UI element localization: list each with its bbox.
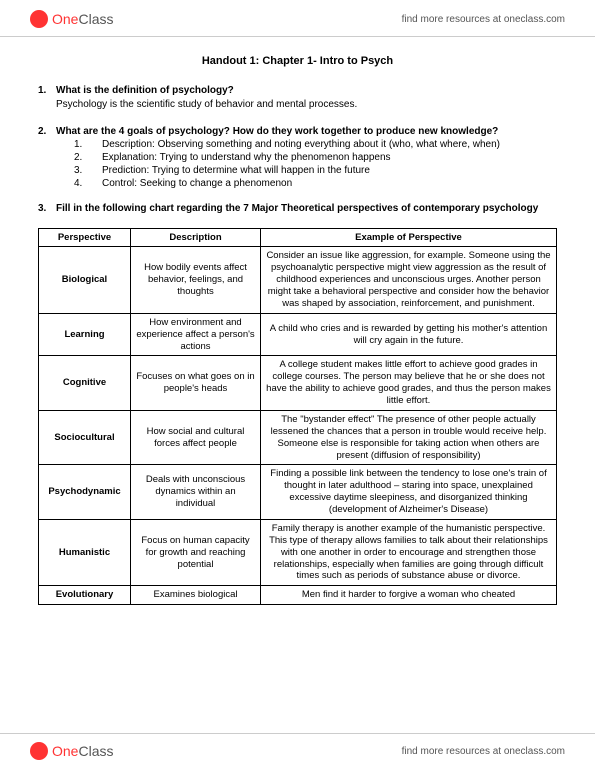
cell-example: Consider an issue like aggression, for e…: [261, 247, 557, 313]
table-row: Biological How bodily events affect beha…: [39, 247, 557, 313]
goal-item: 3.Prediction: Trying to determine what w…: [74, 165, 557, 176]
goal-text: Explanation: Trying to understand why th…: [102, 152, 391, 163]
goal-num: 4.: [74, 178, 102, 189]
logo-text: OneClass: [52, 11, 113, 27]
table-row: Learning How environment and experience …: [39, 313, 557, 356]
goal-num: 1.: [74, 139, 102, 150]
th-perspective: Perspective: [39, 228, 131, 247]
footer-logo: OneClass: [30, 742, 113, 760]
cell-perspective: Psychodynamic: [39, 465, 131, 520]
goal-item: 4.Control: Seeking to change a phenomeno…: [74, 178, 557, 189]
cell-example: Family therapy is another example of the…: [261, 519, 557, 585]
goal-text: Control: Seeking to change a phenomenon: [102, 178, 292, 189]
cell-perspective: Evolutionary: [39, 586, 131, 605]
cell-description: Examines biological: [131, 586, 261, 605]
logo-icon: [30, 742, 48, 760]
q2-num: 2.: [38, 126, 56, 137]
cell-example: A child who cries and is rewarded by get…: [261, 313, 557, 356]
goal-item: 2.Explanation: Trying to understand why …: [74, 152, 557, 163]
cell-description: Deals with unconscious dynamics within a…: [131, 465, 261, 520]
header-bar: OneClass find more resources at oneclass…: [0, 0, 595, 37]
table-row: Cognitive Focuses on what goes on in peo…: [39, 356, 557, 411]
perspectives-table: Perspective Description Example of Persp…: [38, 228, 557, 606]
footer-logo-text: OneClass: [52, 743, 113, 759]
cell-description: How social and cultural forces affect pe…: [131, 410, 261, 465]
footer-resources-link[interactable]: find more resources at oneclass.com: [402, 746, 565, 757]
goal-text: Prediction: Trying to determine what wil…: [102, 165, 370, 176]
cell-perspective: Biological: [39, 247, 131, 313]
logo: OneClass: [30, 10, 113, 28]
goals-list: 1.Description: Observing something and n…: [38, 139, 557, 189]
cell-description: How bodily events affect behavior, feeli…: [131, 247, 261, 313]
q1-heading-text: What is the definition of psychology?: [56, 85, 234, 96]
table-row: Sociocultural How social and cultural fo…: [39, 410, 557, 465]
cell-perspective: Cognitive: [39, 356, 131, 411]
logo-one: One: [52, 11, 78, 27]
goal-num: 2.: [74, 152, 102, 163]
table-row: Evolutionary Examines biological Men fin…: [39, 586, 557, 605]
th-example: Example of Perspective: [261, 228, 557, 247]
cell-perspective: Learning: [39, 313, 131, 356]
q1-num: 1.: [38, 85, 56, 96]
q1-body: Psychology is the scientific study of be…: [38, 98, 557, 112]
cell-description: Focuses on what goes on in people's head…: [131, 356, 261, 411]
q3-heading: 3.Fill in the following chart regarding …: [38, 203, 557, 214]
cell-description: How environment and experience affect a …: [131, 313, 261, 356]
cell-perspective: Sociocultural: [39, 410, 131, 465]
th-description: Description: [131, 228, 261, 247]
goal-item: 1.Description: Observing something and n…: [74, 139, 557, 150]
document-content: Handout 1: Chapter 1- Intro to Psych 1.W…: [0, 37, 595, 605]
document-title: Handout 1: Chapter 1- Intro to Psych: [38, 55, 557, 67]
cell-example: Finding a possible link between the tend…: [261, 465, 557, 520]
cell-example: A college student makes little effort to…: [261, 356, 557, 411]
cell-example: Men find it harder to forgive a woman wh…: [261, 586, 557, 605]
cell-description: Focus on human capacity for growth and r…: [131, 519, 261, 585]
footer-bar: OneClass find more resources at oneclass…: [0, 733, 595, 770]
goal-num: 3.: [74, 165, 102, 176]
goal-text: Description: Observing something and not…: [102, 139, 500, 150]
question-2: 2.What are the 4 goals of psychology? Ho…: [38, 126, 557, 189]
logo-icon: [30, 10, 48, 28]
q1-heading: 1.What is the definition of psychology?: [38, 85, 557, 96]
table-row: Humanistic Focus on human capacity for g…: [39, 519, 557, 585]
question-3: 3.Fill in the following chart regarding …: [38, 203, 557, 214]
cell-perspective: Humanistic: [39, 519, 131, 585]
logo-class: Class: [78, 743, 113, 759]
table-row: Psychodynamic Deals with unconscious dyn…: [39, 465, 557, 520]
logo-one: One: [52, 743, 78, 759]
q2-heading-text: What are the 4 goals of psychology? How …: [56, 126, 498, 137]
table-header-row: Perspective Description Example of Persp…: [39, 228, 557, 247]
resources-link[interactable]: find more resources at oneclass.com: [402, 14, 565, 25]
q3-heading-text: Fill in the following chart regarding th…: [56, 203, 538, 214]
q3-num: 3.: [38, 203, 56, 214]
question-1: 1.What is the definition of psychology? …: [38, 85, 557, 112]
q2-heading: 2.What are the 4 goals of psychology? Ho…: [38, 126, 557, 137]
logo-class: Class: [78, 11, 113, 27]
cell-example: The "bystander effect" The presence of o…: [261, 410, 557, 465]
